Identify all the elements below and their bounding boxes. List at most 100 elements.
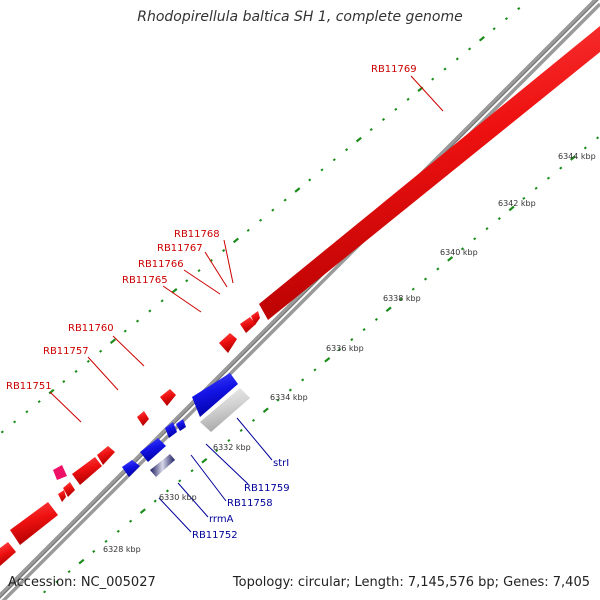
kbp-ruler-minor-tick (55, 580, 59, 584)
outer-ruler-minor-tick (468, 47, 472, 51)
gene-rb11759[interactable] (192, 373, 238, 417)
kbp-ruler-major-tick (324, 357, 331, 363)
outer-ruler-minor-tick (123, 329, 127, 333)
trna-gene[interactable] (53, 465, 67, 480)
kbp-ruler-major-tick (385, 306, 392, 313)
gene-rb11746[interactable] (0, 542, 16, 566)
gene-rb11748[interactable] (58, 490, 66, 502)
outer-ruler-minor-tick (308, 178, 312, 182)
label-rb11760[interactable]: RB11760 (68, 323, 114, 334)
kbp-ruler-minor-tick (436, 267, 440, 271)
gene-rb11749[interactable] (63, 482, 75, 497)
kbp-ruler-minor-tick (215, 449, 219, 453)
gene-rb11768[interactable] (251, 311, 260, 325)
kbp-ruler-minor-tick (116, 529, 120, 533)
kbp-ruler-minor-tick (374, 317, 378, 321)
outer-ruler-minor-tick (37, 400, 41, 404)
gene-rrna[interactable] (150, 454, 175, 477)
label-rb11765[interactable]: RB11765 (122, 275, 168, 286)
outer-ruler-minor-tick (148, 309, 152, 313)
kbp-ruler-minor-tick (485, 227, 489, 231)
kbp-label-6340: 6340 kbp (440, 248, 478, 257)
outer-ruler-major-tick (109, 338, 116, 344)
label-rb11767[interactable]: RB11767 (157, 243, 203, 254)
gene-rb11767[interactable] (240, 317, 256, 333)
outer-ruler-minor-tick (0, 430, 4, 434)
outer-ruler-minor-tick (62, 380, 66, 384)
gene-rb11758[interactable] (165, 422, 177, 438)
kbp-label-6336: 6336 kbp (326, 344, 364, 353)
kbp-labels: 6328 kbp 6330 kbp 6332 kbp 6334 kbp 6336… (103, 152, 596, 554)
kbp-ruler-minor-tick (534, 186, 538, 190)
kbp-ruler-minor-tick (190, 469, 194, 473)
genome-summary: Topology: circular; Length: 7,145,576 bp… (232, 575, 590, 590)
label-rb11758[interactable]: RB11758 (227, 498, 273, 509)
kbp-label-6330: 6330 kbp (159, 493, 197, 502)
gene-rrmA[interactable] (140, 438, 166, 462)
kbp-ruler-minor-tick (362, 328, 366, 332)
kbp-ruler-minor-tick (559, 166, 563, 170)
label-rb11766[interactable]: RB11766 (138, 259, 184, 270)
outer-ruler-minor-tick (246, 228, 250, 232)
genome-title: Rhodopirellula baltica SH 1, complete ge… (137, 9, 463, 25)
outer-ruler-minor-tick (381, 117, 386, 121)
outer-ruler (0, 7, 521, 434)
outer-ruler-minor-tick (394, 107, 398, 111)
label-rb11757[interactable]: RB11757 (43, 346, 89, 357)
kbp-label-6342: 6342 kbp (498, 199, 536, 208)
kbp-ruler-major-tick (78, 558, 85, 565)
kbp-ruler-minor-tick (276, 398, 280, 402)
outer-ruler-minor-tick (74, 369, 78, 373)
gene-strI[interactable] (200, 388, 250, 432)
gene-rb11751[interactable] (72, 457, 102, 485)
gene-rb11752[interactable] (122, 460, 140, 477)
kbp-label-6344: 6344 kbp (558, 152, 596, 161)
outer-ruler-major-tick (294, 187, 301, 193)
kbp-ruler-minor-tick (337, 348, 342, 352)
gene-rb11758a[interactable] (176, 419, 186, 431)
outer-ruler-minor-tick (160, 299, 164, 303)
kbp-ruler-minor-tick (423, 277, 428, 281)
label-rrmA[interactable]: rrmA (209, 514, 234, 525)
outer-ruler-major-tick (232, 237, 239, 244)
label-rb11769[interactable]: RB11769 (371, 64, 417, 75)
kbp-ruler-minor-tick (288, 388, 292, 392)
outer-ruler-minor-tick (320, 168, 324, 172)
gene-rb11769[interactable] (259, 26, 600, 320)
kbp-ruler-major-tick (508, 205, 515, 212)
kbp-ruler-minor-tick (129, 519, 133, 523)
outer-ruler-minor-tick (431, 77, 435, 81)
label-strI[interactable]: strI (273, 458, 289, 469)
kbp-ruler-minor-tick (301, 378, 305, 382)
gene-rb11747[interactable] (10, 502, 58, 545)
gene-rb11760[interactable] (160, 389, 176, 406)
outer-ruler-major-tick (171, 288, 178, 294)
kbp-ruler-minor-tick (350, 338, 354, 342)
outer-ruler-minor-tick (332, 158, 336, 162)
outer-ruler-minor-tick (406, 97, 410, 101)
gene-rb11750[interactable] (97, 446, 115, 465)
kbp-ruler-minor-tick (153, 499, 157, 503)
gene-labels: RB11769 RB11768 RB11767 RB11766 RB11765 … (6, 64, 444, 541)
kbp-ruler-minor-tick (104, 539, 108, 543)
gene-rb11765[interactable] (219, 333, 237, 353)
kbp-ruler-minor-tick (497, 217, 501, 221)
label-rb11751[interactable]: RB11751 (6, 381, 52, 392)
accession-label: Accession: NC_005027 (8, 575, 156, 590)
kbp-ruler-minor-tick (522, 196, 526, 200)
kbp-ruler-minor-tick (596, 136, 600, 140)
label-rb11759[interactable]: RB11759 (244, 483, 290, 494)
kbp-ruler-major-tick (569, 155, 577, 161)
gene-rb11757[interactable] (137, 411, 149, 426)
forward-genes (0, 26, 600, 566)
label-rb11768[interactable]: RB11768 (174, 229, 220, 240)
label-rb11752[interactable]: RB11752 (192, 530, 238, 541)
outer-ruler-minor-tick (271, 208, 275, 212)
reverse-genes (122, 373, 250, 477)
outer-ruler-minor-tick (13, 420, 17, 424)
kbp-ruler-minor-tick (399, 297, 403, 301)
kbp-ruler-major-tick (139, 508, 146, 514)
kbp-ruler-minor-tick (165, 489, 170, 493)
kbp-ruler-minor-tick (460, 247, 464, 251)
